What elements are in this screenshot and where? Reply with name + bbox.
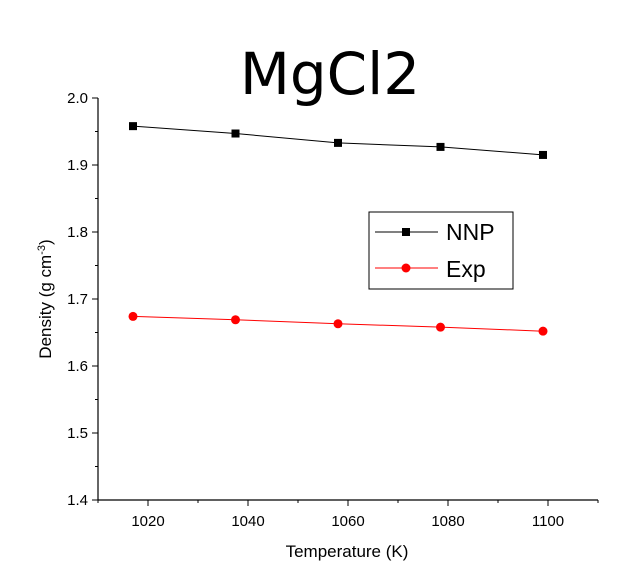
x-tick-label: 1020 xyxy=(131,513,164,530)
x-tick-label: 1040 xyxy=(231,513,264,530)
legend-box xyxy=(368,211,514,290)
y-tick-label: 1.5 xyxy=(67,425,88,442)
legend-marker-nnp xyxy=(402,228,410,236)
y-tick-label: 1.6 xyxy=(67,358,88,375)
legend: NNP Exp xyxy=(368,211,514,290)
y-tick-label: 1.8 xyxy=(67,224,88,241)
data-point-exp xyxy=(436,322,445,332)
x-ticks: 1020 1040 1060 1080 1100 xyxy=(97,500,599,530)
legend-marker-exp xyxy=(401,263,411,273)
y-axis-label-close: ) xyxy=(36,239,55,245)
y-tick-label: 1.7 xyxy=(67,291,88,308)
y-axis-label-main: Density (g cm xyxy=(36,255,55,359)
legend-label-exp: Exp xyxy=(446,256,486,282)
y-ticks: 1.4 1.5 1.6 1.7 1.8 1.9 2.0 xyxy=(67,90,98,509)
y-tick-label: 1.4 xyxy=(67,492,88,509)
x-axis-label: Temperature (K) xyxy=(286,542,409,561)
x-tick-label: 1080 xyxy=(431,513,464,530)
y-axis-label-superscript: -3 xyxy=(36,245,48,255)
legend-label-nnp: NNP xyxy=(446,219,495,245)
data-point-nnp xyxy=(129,122,137,131)
data-point-nnp xyxy=(539,150,547,159)
data-point-nnp xyxy=(231,129,240,138)
y-tick-label: 2.0 xyxy=(67,90,88,107)
series-layer xyxy=(128,122,548,336)
data-point-exp xyxy=(333,319,343,329)
chart-title: MgCl2 xyxy=(240,40,420,108)
x-tick-label: 1060 xyxy=(331,513,364,530)
data-point-exp xyxy=(538,326,548,336)
data-point-nnp xyxy=(334,138,342,147)
data-point-nnp xyxy=(436,142,445,151)
axes xyxy=(97,98,598,501)
data-point-exp xyxy=(231,315,240,325)
data-point-exp xyxy=(128,311,138,321)
x-tick-label: 1100 xyxy=(532,513,564,530)
y-axis-label: Density (g cm-3) xyxy=(36,239,55,358)
y-tick-label: 1.9 xyxy=(67,157,88,174)
